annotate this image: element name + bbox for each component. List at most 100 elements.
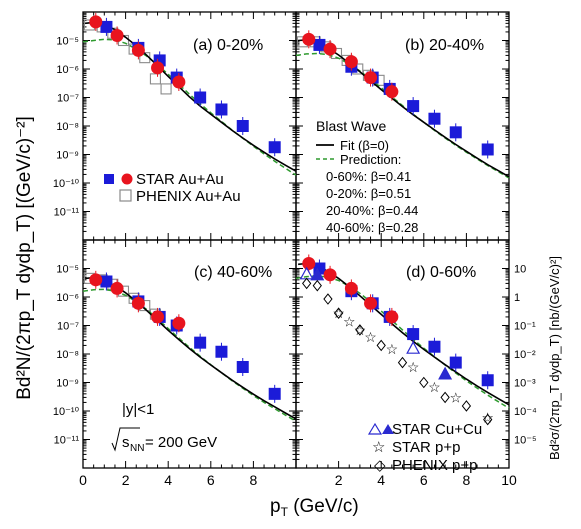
legend-open-square-icon — [119, 189, 132, 202]
fit-curve — [298, 39, 510, 178]
star-auau-square — [268, 387, 281, 400]
star-auau-circle — [344, 281, 358, 295]
y-tick-label-right: 1 — [514, 292, 520, 304]
y-tick-label: 10⁻⁵ — [56, 36, 79, 48]
phenix-pp-diamond — [302, 277, 312, 290]
star-pp-point: ☆ — [407, 359, 420, 375]
legend-star-pp: STAR p+p — [392, 439, 461, 456]
panel-c-label: (c) 40-60% — [194, 264, 272, 281]
y-tick-label: 10⁻¹¹ — [54, 207, 80, 219]
x-tick-label: 2 — [122, 472, 130, 488]
y-tick-label-right: 10⁻⁴ — [514, 406, 537, 418]
energy-value: = 200 GeV — [145, 434, 217, 451]
blast-wave-title: Blast Wave — [316, 118, 386, 134]
x-tick-label: 10 — [501, 472, 517, 488]
legend-diamond-icon: ◇ — [374, 457, 386, 474]
legend-star-cucu: STAR Cu+Cu — [392, 421, 482, 438]
star-auau-circle — [89, 15, 103, 29]
y-tick-label-right: 10⁻⁵ — [514, 435, 537, 447]
star-cucu-triangle — [406, 340, 421, 354]
fit-curve — [85, 21, 297, 172]
legend-beta-0-60: 0-60%: β=0.41 — [326, 169, 411, 184]
star-auau-square — [236, 120, 249, 132]
star-auau-circle — [302, 256, 316, 270]
legend-beta-40-60: 40-60%: β=0.28 — [326, 220, 418, 235]
star-pp-point: ☆ — [343, 313, 356, 329]
x-tick-label: 4 — [164, 472, 172, 488]
star-pp-point: ☆ — [449, 389, 462, 405]
y-tick-label: 10⁻⁷ — [57, 321, 79, 333]
y-tick-label: 10⁻⁶ — [56, 64, 79, 76]
star-auau-square — [481, 143, 494, 156]
legend-open-triangle-icon — [367, 422, 383, 435]
y-tick-label: 10⁻⁸ — [56, 121, 79, 133]
star-auau-circle — [131, 43, 145, 57]
phenix-pp-diamond — [312, 279, 322, 292]
star-auau-circle — [344, 55, 358, 69]
star-auau-circle — [364, 71, 378, 85]
panel-frame-0 — [82, 11, 297, 241]
star-auau-square — [313, 38, 326, 51]
y-tick-label: 10⁻¹⁰ — [53, 178, 80, 190]
x-tick-label: 6 — [420, 472, 428, 488]
energy-symbol: s — [122, 434, 130, 451]
phenix-pp-diamond — [355, 324, 365, 336]
phenix-pp-diamond — [333, 307, 344, 320]
legend-star-pp-icon: ☆ — [372, 439, 385, 456]
x-tick-label: 4 — [377, 472, 385, 488]
star-pp-point: ☆ — [386, 341, 399, 357]
star-auau-circle — [172, 75, 186, 89]
y-tick-label-right: 10⁻¹ — [514, 321, 536, 333]
star-auau-square — [407, 100, 420, 113]
star-auau-square — [100, 20, 113, 33]
x-tick-label: 8 — [463, 472, 471, 488]
x-tick-label: 8 — [250, 472, 258, 488]
star-pp-point: ☆ — [354, 322, 367, 338]
legend-filled-triangle-icon — [382, 424, 394, 434]
star-auau-circle — [302, 32, 316, 46]
star-auau-square — [215, 103, 228, 116]
legend-blast-wave: Blast Wave Fit (β=0) Prediction: 0-60%: … — [316, 118, 418, 235]
prediction-curve — [295, 52, 510, 179]
x-axis-title: pT (GeV/c) — [270, 496, 359, 519]
panel-b-label: (b) 20-40% — [405, 37, 484, 54]
phenix-pp-diamond — [461, 400, 472, 412]
legend-beta-20-40: 20-40%: β=0.44 — [326, 203, 418, 218]
phenix-pp-diamond — [323, 293, 333, 305]
star-auau-circle — [385, 85, 399, 99]
y-tick-label: 10⁻¹¹ — [54, 435, 80, 447]
phenix-pp-diamond — [376, 339, 386, 352]
star-auau-square — [194, 336, 207, 349]
legend-phenix-auau: PHENIX Au+Au — [136, 188, 241, 205]
star-auau-circle — [151, 61, 165, 75]
fit-curve — [298, 262, 510, 406]
star-pp-point: ☆ — [332, 305, 345, 321]
star-auau-circle — [323, 42, 337, 56]
x-tick-label: 6 — [207, 472, 215, 488]
star-auau-circle — [110, 28, 124, 42]
star-auau-square — [407, 328, 420, 341]
y-tick-label-right: 10⁻³ — [514, 378, 536, 390]
y-tick-label-right: 10⁻² — [514, 349, 536, 361]
star-auau-square — [449, 356, 462, 369]
legend-phenix-pp: PHENIX p+p — [392, 457, 477, 474]
panel-a-label: (a) 0-20% — [193, 37, 263, 54]
star-pp-point: ☆ — [481, 409, 494, 425]
star-pp-point: ☆ — [364, 329, 377, 345]
star-auau-square — [428, 112, 441, 125]
star-cucu-triangle — [310, 267, 325, 281]
y-tick-label: 10⁻¹⁰ — [53, 406, 80, 418]
y-tick-label: 10⁻⁸ — [56, 349, 79, 361]
star-auau-circle — [89, 273, 103, 287]
y-tick-label: 10⁻⁷ — [57, 93, 79, 105]
star-auau-square — [449, 126, 462, 139]
star-auau-circle — [110, 281, 124, 295]
star-auau-square — [481, 374, 494, 387]
star-auau-circle — [323, 268, 337, 282]
x-tick-label: 2 — [335, 472, 343, 488]
star-auau-circle — [151, 310, 165, 324]
rapidity-annotation: |y|<1 — [122, 401, 154, 418]
legend-star-auau: STAR Au+Au — [136, 171, 224, 188]
